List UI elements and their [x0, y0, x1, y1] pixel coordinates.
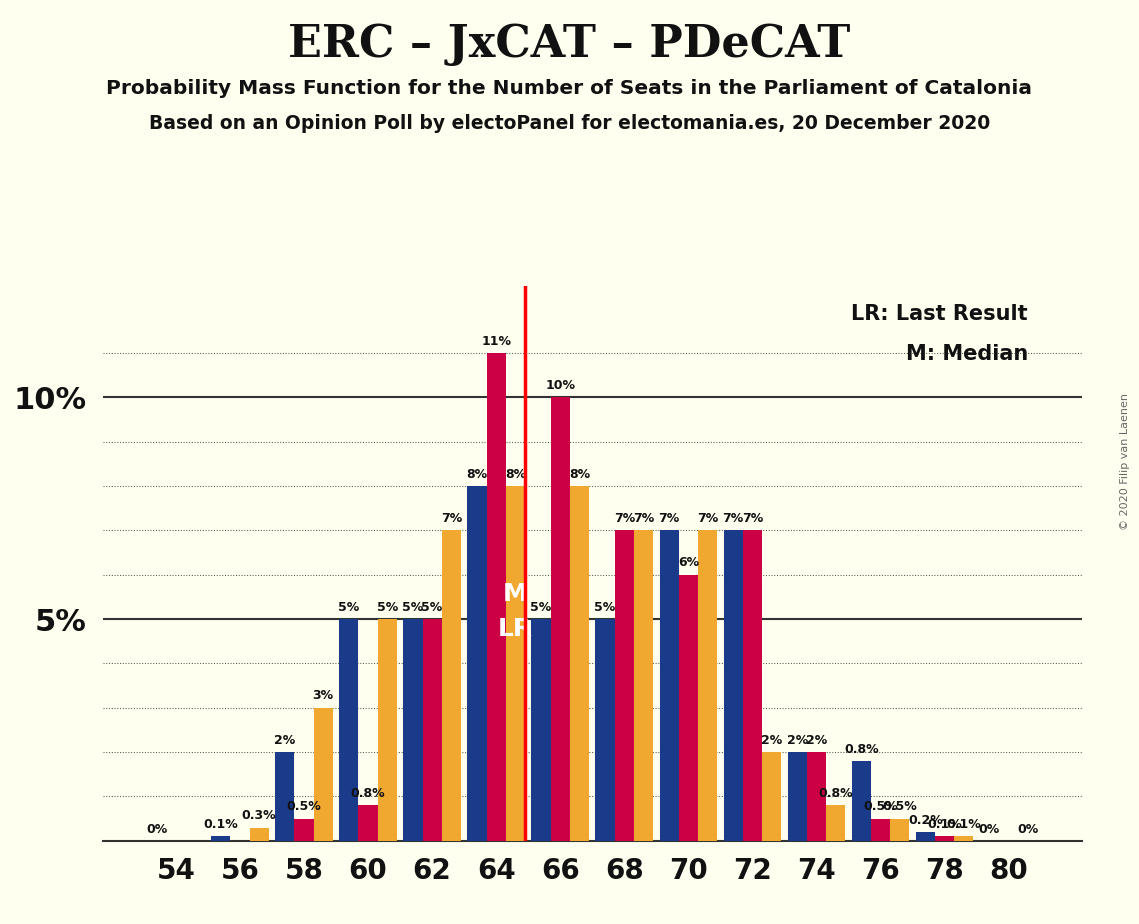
Text: 2%: 2% — [806, 734, 827, 747]
Text: 2%: 2% — [761, 734, 782, 747]
Bar — [313, 708, 333, 841]
Bar — [698, 530, 718, 841]
Text: 0.1%: 0.1% — [947, 818, 981, 831]
Text: 0.5%: 0.5% — [883, 800, 917, 813]
Bar — [486, 353, 506, 841]
Text: 8%: 8% — [568, 468, 590, 480]
Text: 7%: 7% — [722, 512, 744, 525]
Bar — [532, 619, 550, 841]
Text: 0%: 0% — [1017, 822, 1039, 835]
Bar — [339, 619, 359, 841]
Text: 0.8%: 0.8% — [819, 787, 853, 800]
Text: 7%: 7% — [614, 512, 634, 525]
Bar — [806, 752, 826, 841]
Bar — [762, 752, 781, 841]
Text: 7%: 7% — [633, 512, 654, 525]
Text: 8%: 8% — [466, 468, 487, 480]
Text: 5%: 5% — [595, 601, 616, 614]
Bar — [852, 761, 871, 841]
Bar — [423, 619, 442, 841]
Text: 0.8%: 0.8% — [351, 787, 385, 800]
Bar — [442, 530, 461, 841]
Text: LR: LR — [498, 617, 533, 641]
Bar — [570, 486, 589, 841]
Bar — [891, 819, 909, 841]
Text: M: Median: M: Median — [906, 344, 1027, 364]
Bar — [211, 836, 230, 841]
Text: 2%: 2% — [274, 734, 295, 747]
Text: 7%: 7% — [697, 512, 719, 525]
Bar — [506, 486, 525, 841]
Bar — [788, 752, 806, 841]
Text: Based on an Opinion Poll by electoPanel for electomania.es, 20 December 2020: Based on an Opinion Poll by electoPanel … — [149, 114, 990, 133]
Text: 5%: 5% — [402, 601, 424, 614]
Text: 5%: 5% — [377, 601, 398, 614]
Text: ERC – JxCAT – PDeCAT: ERC – JxCAT – PDeCAT — [288, 23, 851, 67]
Text: 0.5%: 0.5% — [287, 800, 321, 813]
Text: 0.1%: 0.1% — [927, 818, 962, 831]
Text: 0.3%: 0.3% — [241, 809, 277, 822]
Bar — [935, 836, 954, 841]
Text: 7%: 7% — [741, 512, 763, 525]
Text: 0.1%: 0.1% — [204, 818, 238, 831]
Text: 6%: 6% — [678, 556, 699, 569]
Text: 5%: 5% — [421, 601, 443, 614]
Text: 3%: 3% — [312, 689, 334, 702]
Text: 0.5%: 0.5% — [863, 800, 898, 813]
Bar — [615, 530, 634, 841]
Bar — [550, 397, 570, 841]
Text: 0.2%: 0.2% — [908, 814, 943, 827]
Bar — [679, 575, 698, 841]
Text: 2%: 2% — [787, 734, 808, 747]
Text: 0.8%: 0.8% — [844, 743, 878, 756]
Bar — [596, 619, 615, 841]
Bar — [467, 486, 486, 841]
Text: 11%: 11% — [481, 334, 511, 347]
Text: 8%: 8% — [505, 468, 526, 480]
Bar — [659, 530, 679, 841]
Bar — [634, 530, 653, 841]
Bar — [378, 619, 396, 841]
Text: 7%: 7% — [441, 512, 462, 525]
Text: 5%: 5% — [338, 601, 360, 614]
Bar — [359, 806, 378, 841]
Bar — [826, 806, 845, 841]
Text: LR: Last Result: LR: Last Result — [851, 304, 1027, 324]
Bar — [743, 530, 762, 841]
Text: © 2020 Filip van Laenen: © 2020 Filip van Laenen — [1121, 394, 1130, 530]
Text: Probability Mass Function for the Number of Seats in the Parliament of Catalonia: Probability Mass Function for the Number… — [107, 79, 1032, 98]
Text: 0%: 0% — [146, 822, 167, 835]
Bar — [276, 752, 294, 841]
Text: 10%: 10% — [546, 379, 575, 392]
Text: M: M — [503, 582, 527, 606]
Bar — [871, 819, 891, 841]
Bar — [249, 828, 269, 841]
Bar — [954, 836, 974, 841]
Text: 5%: 5% — [531, 601, 551, 614]
Text: 7%: 7% — [658, 512, 680, 525]
Bar — [294, 819, 313, 841]
Text: 0%: 0% — [978, 822, 1000, 835]
Bar — [916, 832, 935, 841]
Bar — [723, 530, 743, 841]
Bar — [403, 619, 423, 841]
